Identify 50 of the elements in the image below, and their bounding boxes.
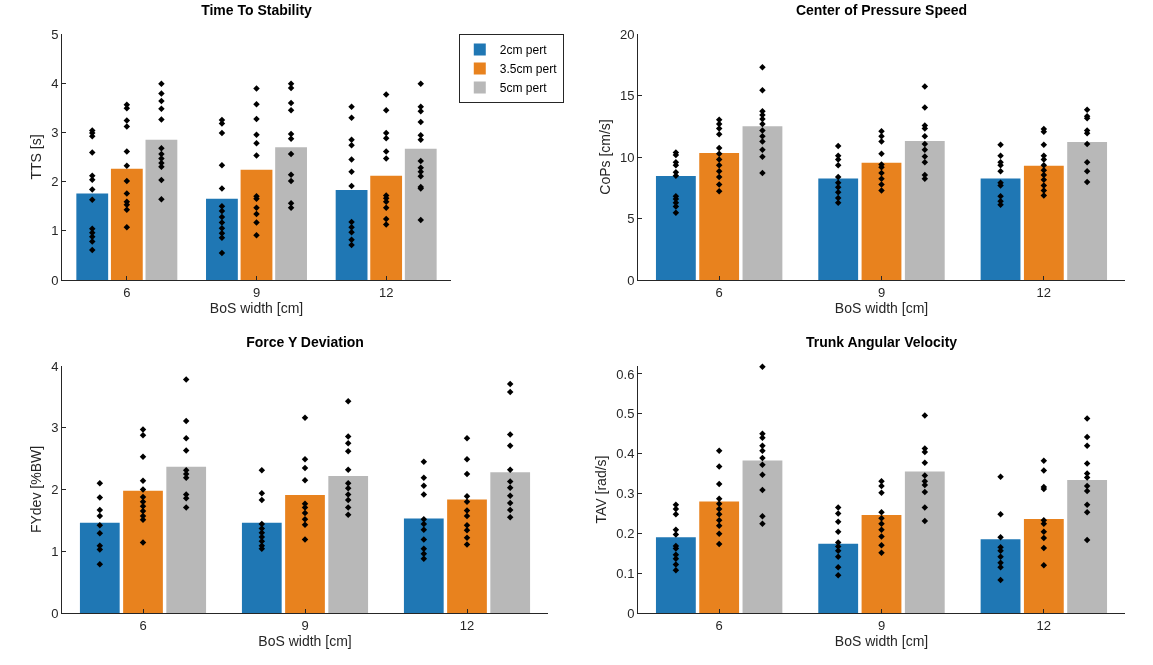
- y-axis-title: TAV [rad/s]: [592, 455, 609, 524]
- x-tick-label: 12: [1036, 617, 1052, 633]
- y-tick-label: 0.3: [616, 486, 635, 502]
- chart-title: Force Y Deviation: [246, 333, 364, 350]
- y-tick-label: 0.1: [616, 565, 635, 581]
- y-tick-label: 10: [619, 149, 635, 165]
- y-tick-label: 0: [51, 605, 59, 621]
- x-tick-label: 6: [715, 284, 723, 300]
- x-tick-label: 6: [715, 617, 723, 633]
- x-tick-label: 9: [252, 284, 261, 300]
- legend-label: 5cm pert: [499, 81, 548, 96]
- x-tick-label: 12: [1036, 284, 1052, 300]
- legend-label: 3.5cm pert: [499, 62, 558, 77]
- y-tick-label: 0: [51, 272, 59, 288]
- y-axis-title: CoPs [cm/s]: [596, 119, 613, 195]
- y-tick-label: 0: [627, 272, 635, 288]
- x-axis-title: BoS width [cm]: [834, 632, 929, 649]
- y-tick-label: 4: [51, 75, 59, 91]
- x-tick-label: 6: [139, 617, 147, 633]
- x-axis-title: BoS width [cm]: [209, 299, 304, 316]
- x-tick-label: 12: [378, 284, 394, 300]
- y-tick-label: 1: [51, 543, 59, 559]
- x-tick-label: 9: [877, 617, 886, 633]
- y-axis-title: TTS [s]: [27, 134, 44, 180]
- y-tick-label: 5: [51, 26, 59, 42]
- chart-title: Time To Stability: [201, 1, 313, 18]
- y-tick-label: 4: [51, 358, 59, 374]
- x-axis-title: BoS width [cm]: [834, 299, 929, 316]
- y-tick-label: 0.6: [616, 366, 635, 382]
- y-tick-label: 5: [627, 211, 635, 227]
- chart-title: Trunk Angular Velocity: [805, 333, 958, 350]
- chart-title: Center of Pressure Speed: [795, 1, 968, 18]
- y-tick-label: 2: [51, 482, 59, 498]
- y-tick-label: 0: [627, 605, 635, 621]
- y-tick-label: 0.2: [616, 525, 635, 541]
- y-tick-label: 20: [619, 26, 635, 42]
- y-tick-label: 1: [51, 223, 59, 239]
- x-tick-label: 9: [301, 617, 309, 633]
- x-tick-label: 9: [877, 284, 886, 300]
- y-tick-label: 3: [51, 124, 59, 140]
- legend-label: 2cm pert: [499, 43, 548, 58]
- x-tick-label: 6: [123, 284, 131, 300]
- y-axis-title: FYdev [%BW]: [27, 445, 44, 534]
- y-tick-label: 2: [51, 174, 59, 190]
- x-tick-label: 12: [459, 617, 475, 633]
- x-axis-title: BoS width [cm]: [258, 632, 352, 649]
- y-tick-label: 0.5: [616, 406, 635, 422]
- y-tick-label: 0.4: [616, 446, 635, 462]
- y-tick-label: 15: [619, 88, 635, 104]
- y-tick-label: 3: [51, 420, 59, 436]
